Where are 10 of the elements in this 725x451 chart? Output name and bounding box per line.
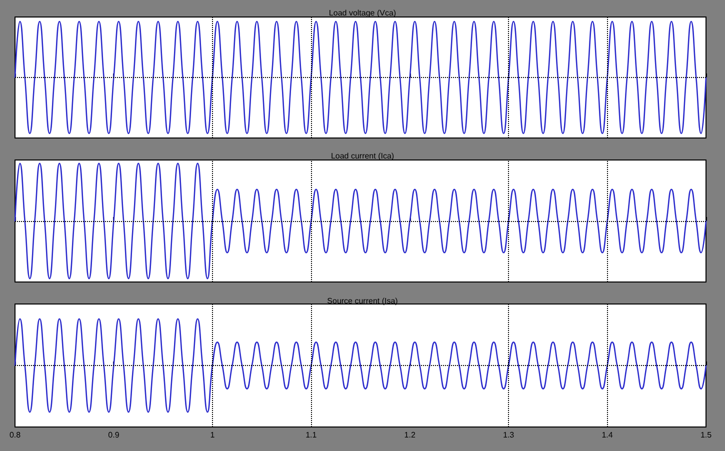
chart-title: Load voltage (Vca) [328, 8, 396, 18]
x-tick-label: 1.4 [602, 430, 614, 440]
x-tick-label: 0.8 [9, 430, 22, 440]
x-tick-label: 1.3 [503, 430, 515, 440]
x-tick-label: 1.5 [700, 430, 712, 440]
x-tick-label: 1.1 [306, 430, 318, 440]
x-tick-label: 1.2 [404, 430, 416, 440]
x-tick-label: 1 [210, 430, 216, 440]
chart-title: Load current (Ica) [330, 152, 394, 160]
x-tick-label: 0.9 [108, 430, 120, 440]
